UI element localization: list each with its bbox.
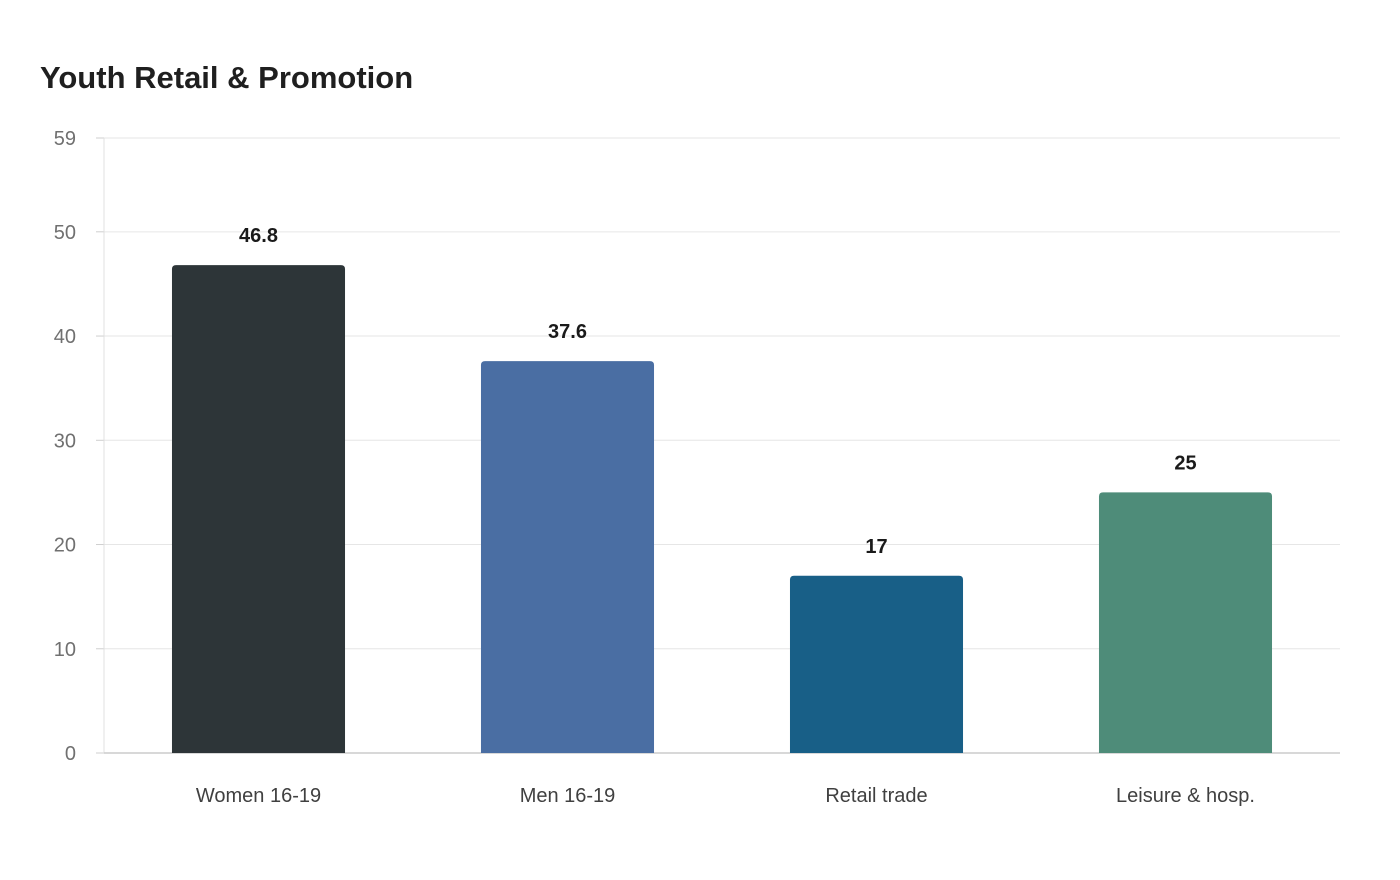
data-label: 46.8 [239, 225, 278, 247]
x-tick-label: Men 16-19 [520, 785, 616, 807]
data-label: 37.6 [548, 321, 587, 343]
data-label: 25 [1174, 452, 1196, 474]
bar-leisure-hosp [1098, 492, 1273, 753]
y-tick-label: 0 [65, 743, 76, 765]
data-label: 17 [865, 536, 887, 558]
x-tick-label: Leisure & hosp. [1116, 785, 1255, 807]
x-tick-label: Women 16-19 [196, 785, 321, 807]
bar-retail-trade [789, 575, 964, 753]
bars [171, 265, 1273, 753]
labels: 0 10 20 30 40 50 59 46.8 Women 16-19 37.6 Men 16-1… [54, 128, 1255, 807]
chart-title: Youth Retail & Promotion [40, 60, 414, 95]
y-tick-label: 50 [54, 222, 76, 244]
x-tick-label: Retail trade [825, 785, 927, 807]
y-tick-label: 20 [54, 535, 76, 557]
y-tick-label: 30 [54, 430, 76, 452]
y-tick-label: 10 [54, 639, 76, 661]
y-tick-label: 59 [54, 128, 76, 150]
bar-men-16-19 [480, 361, 655, 753]
bar-women-16-19 [171, 265, 346, 753]
y-tick-label: 40 [54, 326, 76, 348]
